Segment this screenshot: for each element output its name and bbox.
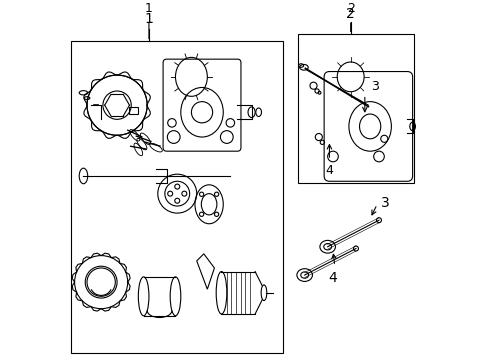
Text: 1: 1	[144, 12, 153, 26]
Bar	[297, 35, 413, 183]
Text: 4: 4	[325, 163, 333, 176]
Text: 2: 2	[346, 7, 354, 21]
Bar	[71, 41, 283, 353]
Bar	[129, 107, 138, 114]
Text: 2: 2	[346, 2, 354, 15]
Text: 3: 3	[371, 80, 379, 93]
Text: 1: 1	[145, 2, 153, 15]
Text: 3: 3	[380, 195, 389, 210]
Text: 4: 4	[327, 271, 336, 285]
